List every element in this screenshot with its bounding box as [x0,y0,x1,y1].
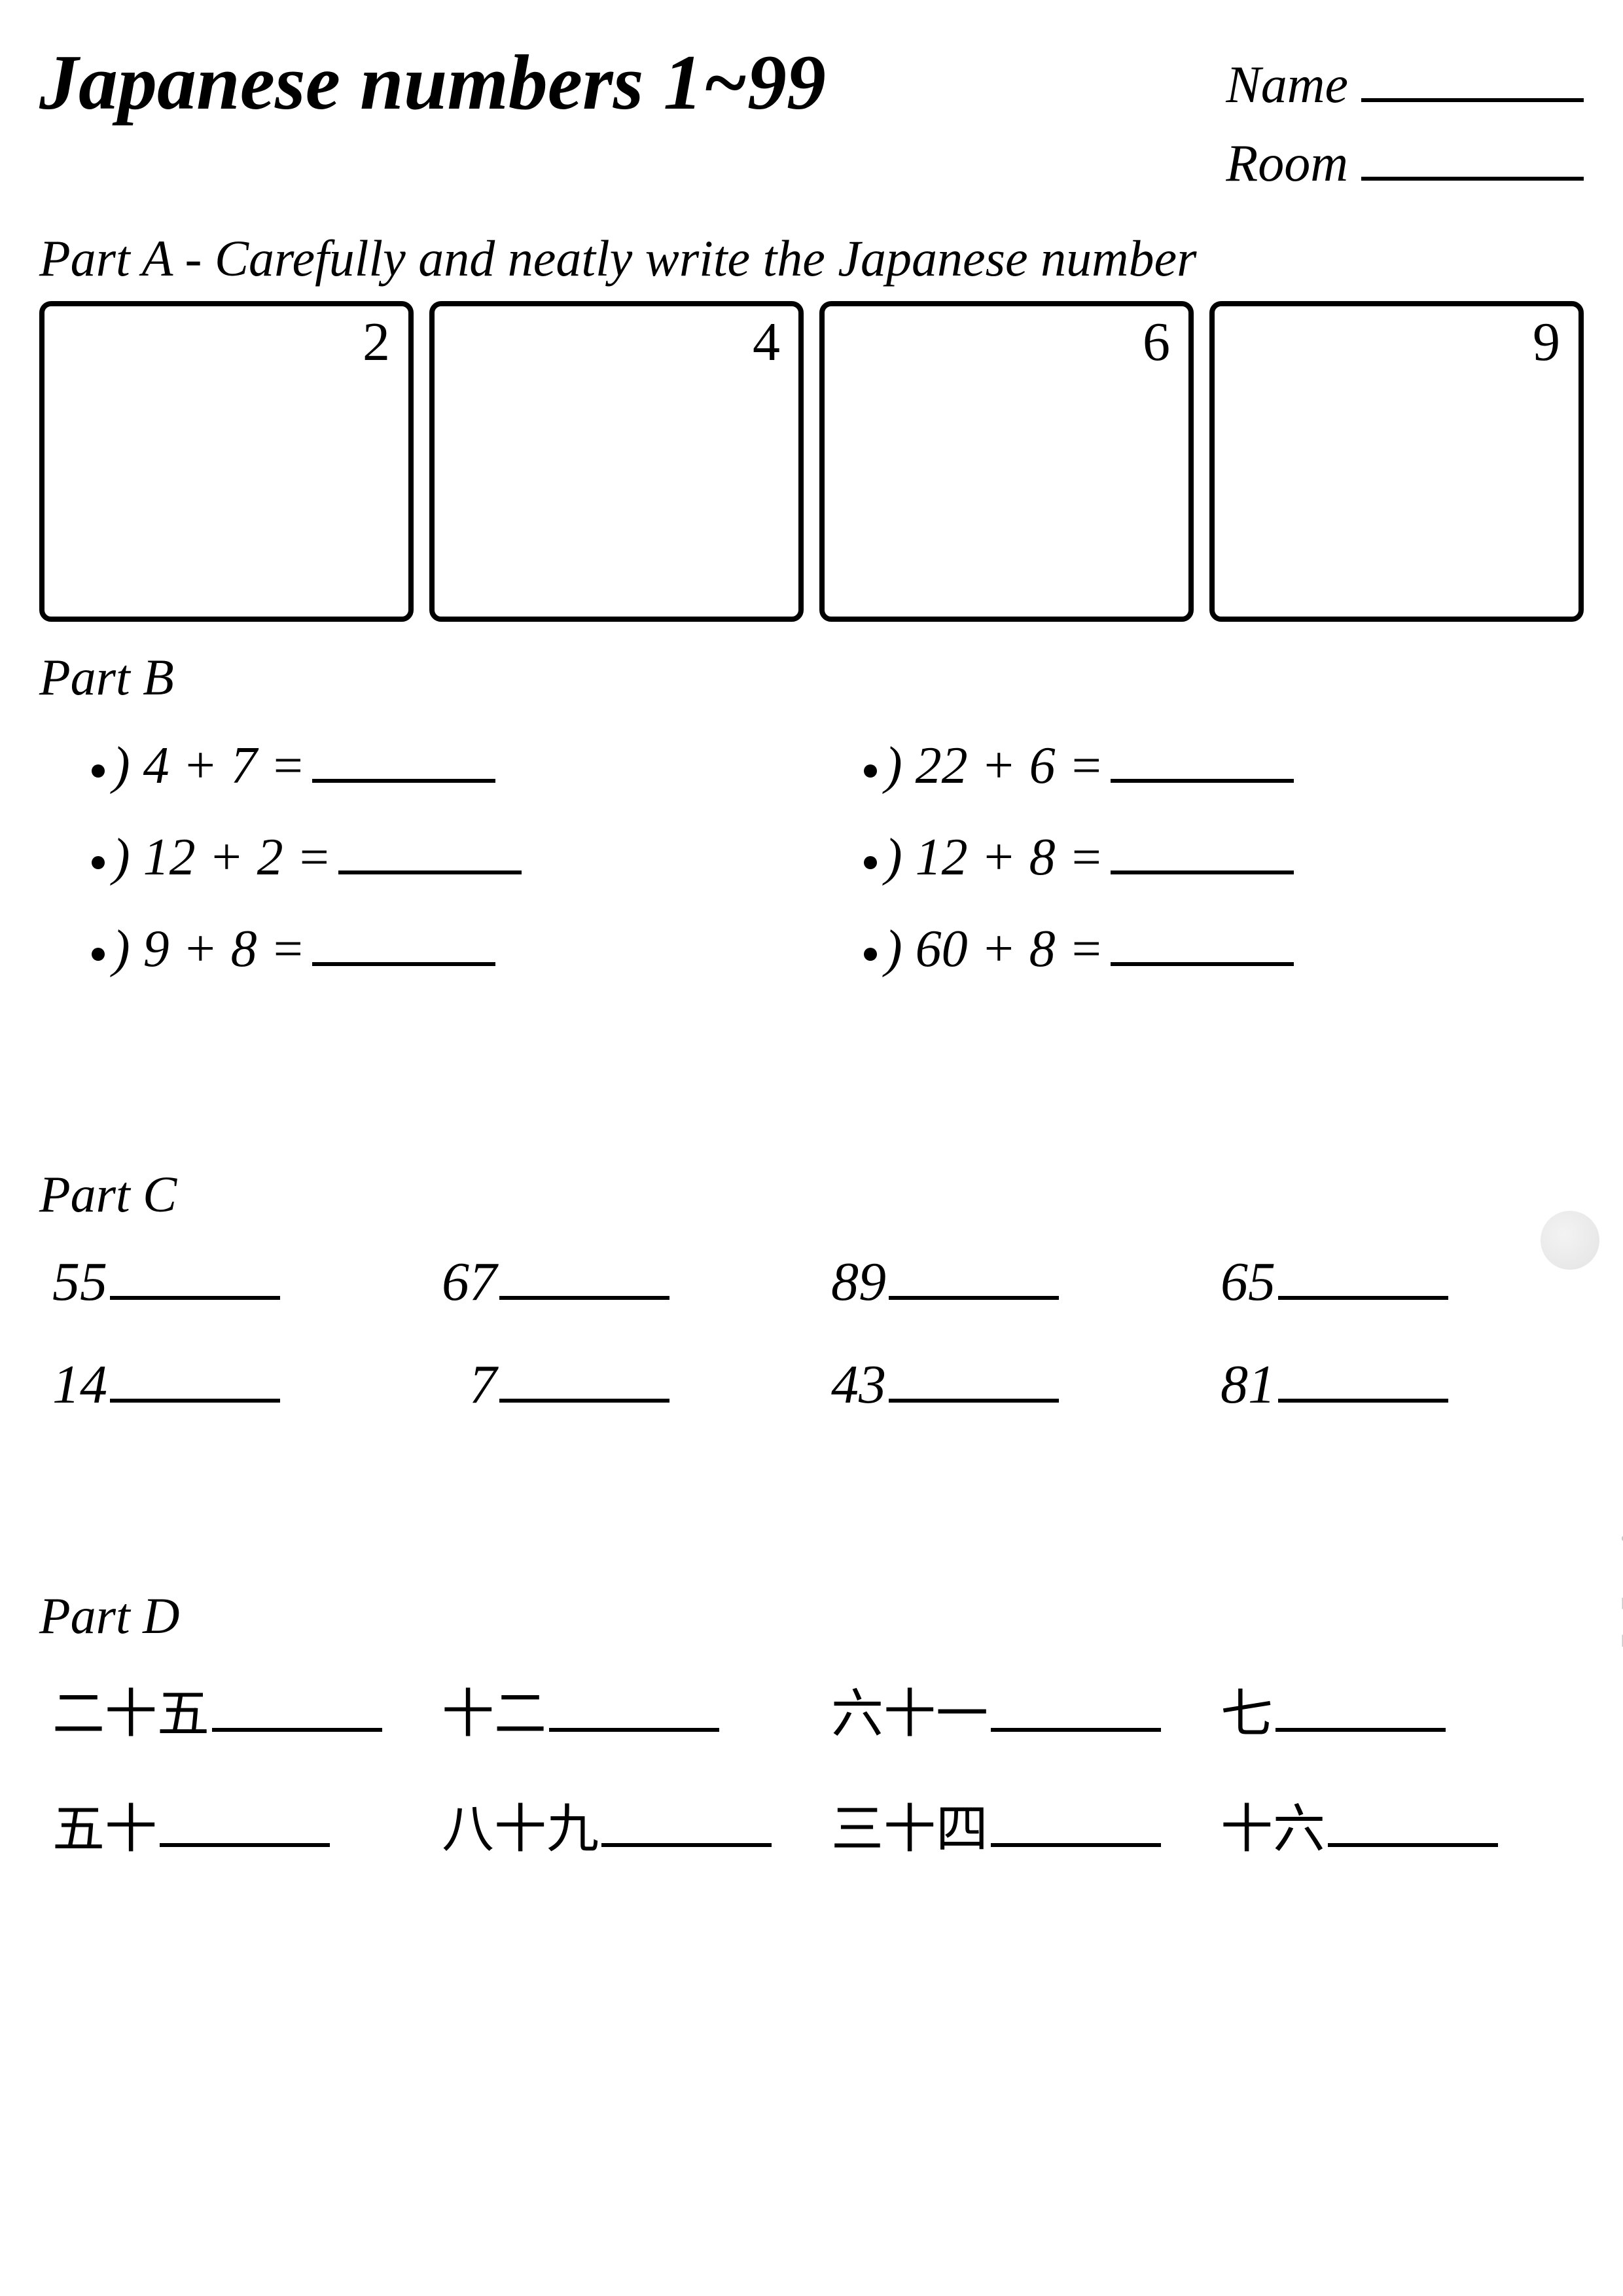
partc-item: 14 [52,1353,416,1416]
answer-blank[interactable] [549,1728,719,1732]
number-text: 65 [1221,1251,1275,1312]
room-label: Room [1226,135,1348,192]
bullet-icon [92,764,105,778]
answer-blank[interactable] [110,1296,280,1300]
box-number: 9 [1533,310,1560,374]
equation-text: ) 12 + 8 = [885,829,1104,886]
kanji-text: 八十九 [442,1801,599,1859]
partd-item: 三十四 [831,1787,1194,1863]
answer-blank[interactable] [991,1843,1161,1847]
kanji-text: 三十四 [831,1801,988,1859]
box-9[interactable]: 9 [1209,301,1584,622]
part-d-label: Part D [39,1587,1584,1645]
answer-blank[interactable] [160,1843,330,1847]
equation: ) 9 + 8 = [92,903,812,995]
box-4[interactable]: 4 [429,301,804,622]
answer-blank[interactable] [1275,1728,1446,1732]
equation: ) 60 + 8 = [864,903,1584,995]
number-text: 14 [52,1354,107,1415]
number-text: 81 [1221,1354,1275,1415]
partc-item: 81 [1221,1353,1584,1416]
box-6[interactable]: 6 [819,301,1194,622]
part-b-right-col: ) 22 + 6 = ) 12 + 8 = ) 60 + 8 = [864,720,1584,995]
answer-blank[interactable] [1111,962,1294,966]
partd-item: 二十五 [52,1672,416,1748]
equation-text: ) 4 + 7 = [113,737,306,795]
partc-item: 67 [442,1250,805,1314]
equation: ) 22 + 6 = [864,720,1584,812]
room-blank[interactable] [1361,177,1584,181]
name-label: Name [1226,56,1348,114]
equation-text: ) 60 + 8 = [885,920,1104,978]
partd-item: 五十 [52,1787,416,1863]
kanji-text: 十六 [1221,1801,1325,1859]
part-c-grid: 55 67 89 65 14 7 43 81 [39,1237,1584,1416]
partc-item: 65 [1221,1250,1584,1314]
name-room-block: Name Room [865,39,1584,203]
answer-blank[interactable] [312,962,495,966]
equation: ) 12 + 2 = [92,812,812,903]
box-number: 6 [1143,310,1170,374]
kanji-text: 七 [1221,1686,1273,1744]
partd-item: 十六 [1221,1787,1584,1863]
partd-item: 六十一 [831,1672,1194,1748]
name-blank[interactable] [1361,98,1584,102]
bullet-icon [92,856,105,869]
answer-blank[interactable] [1111,779,1294,783]
partc-item: 7 [442,1353,805,1416]
answer-blank[interactable] [1328,1843,1498,1847]
equation-text: ) 22 + 6 = [885,737,1104,795]
partd-item: 十二 [442,1672,805,1748]
partc-item: 55 [52,1250,416,1314]
answer-blank[interactable] [110,1399,280,1403]
partc-item: 89 [831,1250,1194,1314]
box-number: 4 [753,310,780,374]
part-b-label: Part B [39,648,1584,707]
partd-item: 八十九 [442,1787,805,1863]
answer-blank[interactable] [1111,870,1294,874]
partd-item: 七 [1221,1672,1584,1748]
answer-blank[interactable] [601,1843,772,1847]
number-text: 43 [831,1354,886,1415]
partc-item: 43 [831,1353,1194,1416]
kanji-text: 五十 [52,1801,157,1859]
bullet-icon [92,948,105,961]
bullet-icon [864,948,877,961]
box-2[interactable]: 2 [39,301,414,622]
kanji-text: 十二 [442,1686,546,1744]
kanji-text: 六十一 [831,1686,988,1744]
answer-blank[interactable] [1278,1399,1448,1403]
answer-blank[interactable] [212,1728,382,1732]
answer-blank[interactable] [889,1296,1059,1300]
equation-text: ) 12 + 2 = [113,829,332,886]
number-text: 7 [469,1354,497,1415]
part-d-grid: 二十五 十二 六十一 七 五十 八十九 三十四 十六 [39,1659,1584,1863]
answer-blank[interactable] [1278,1296,1448,1300]
equation: ) 12 + 8 = [864,812,1584,903]
part-a-boxes: 2 4 6 9 [39,301,1584,622]
answer-blank[interactable] [312,779,495,783]
number-text: 89 [831,1251,886,1312]
bullet-icon [864,856,877,869]
number-text: 67 [442,1251,497,1312]
answer-blank[interactable] [991,1728,1161,1732]
equation: ) 4 + 7 = [92,720,812,812]
number-text: 55 [52,1251,107,1312]
answer-blank[interactable] [889,1399,1059,1403]
part-a-label: Part A - Carefully and neatly write the … [39,229,1584,288]
watermark-icon [1541,1211,1599,1270]
box-number: 2 [363,310,390,374]
part-b-left-col: ) 4 + 7 = ) 12 + 2 = ) 9 + 8 = [92,720,812,995]
watermark-text: Marimosou.com [1607,1244,1623,1648]
page-title: Japanese numbers 1~99 [39,39,826,126]
kanji-text: 二十五 [52,1686,209,1744]
answer-blank[interactable] [499,1296,669,1300]
answer-blank[interactable] [338,870,522,874]
equation-text: ) 9 + 8 = [113,920,306,978]
answer-blank[interactable] [499,1399,669,1403]
part-c-label: Part C [39,1165,1584,1224]
bullet-icon [864,764,877,778]
